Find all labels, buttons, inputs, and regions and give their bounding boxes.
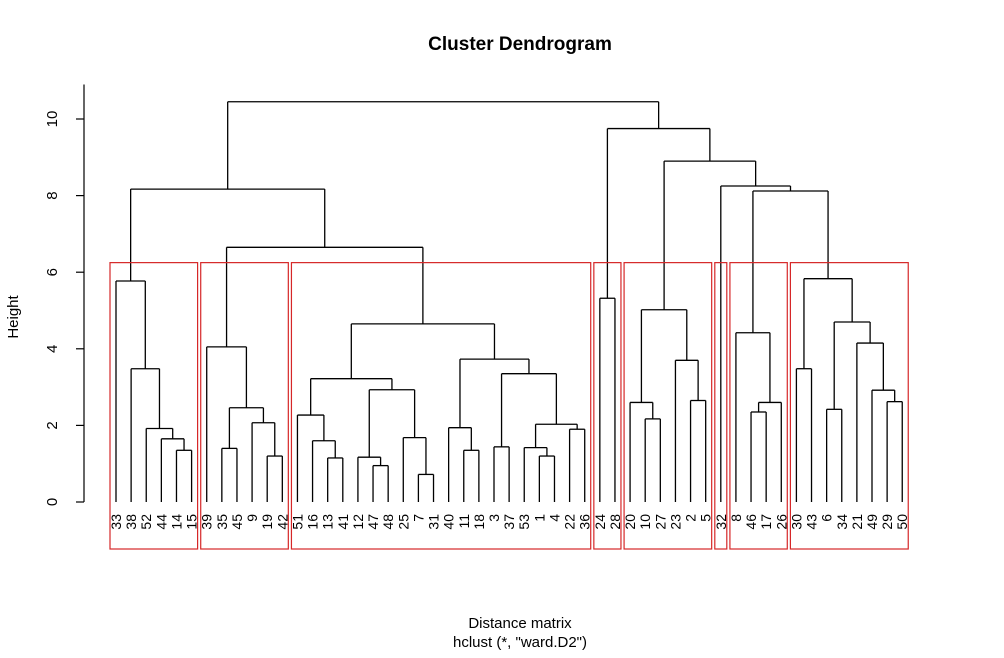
leaf-label: 17 <box>758 514 774 530</box>
leaf-label: 21 <box>849 514 865 530</box>
leaf-label: 3 <box>486 514 502 522</box>
leaf-label: 1 <box>531 514 547 522</box>
cluster-box <box>109 262 199 550</box>
leaf-label: 35 <box>214 514 230 530</box>
y-axis: 0 2 4 6 8 10 <box>44 84 85 506</box>
cluster-boxes <box>109 262 909 550</box>
leaf-label: 2 <box>683 514 699 522</box>
leaf-label: 46 <box>743 514 759 530</box>
leaf-label: 26 <box>773 514 789 530</box>
y-tick-label: 4 <box>44 345 61 353</box>
dendrogram-branches <box>115 101 903 502</box>
leaf-label: 6 <box>819 514 835 522</box>
leaf-label: 15 <box>184 514 200 530</box>
leaf-labels: 33 38 52 44 14 15 39 35 45 9 19 42 51 16 13 41 12 47 48 25 7… <box>108 514 910 530</box>
leaf-label: 27 <box>652 514 668 530</box>
leaf-label: 28 <box>607 514 623 530</box>
leaf-label: 31 <box>426 514 442 530</box>
leaf-label: 51 <box>289 514 305 530</box>
leaf-label: 39 <box>199 514 215 530</box>
y-tick-label: 10 <box>44 111 61 128</box>
leaf-label: 45 <box>229 514 245 530</box>
leaf-label: 42 <box>274 514 290 530</box>
cluster-box <box>290 262 592 550</box>
y-tick-label: 2 <box>44 421 61 429</box>
leaf-label: 41 <box>335 514 351 530</box>
cluster-box <box>729 262 788 550</box>
leaf-label: 25 <box>395 514 411 530</box>
leaf-label: 19 <box>259 514 275 530</box>
leaf-label: 32 <box>713 514 729 530</box>
leaf-label: 8 <box>728 514 744 522</box>
leaf-label: 10 <box>637 514 653 530</box>
leaf-label: 14 <box>168 514 184 530</box>
chart-title: Cluster Dendrogram <box>428 34 612 55</box>
leaf-label: 20 <box>622 514 638 530</box>
leaf-label: 43 <box>804 514 820 530</box>
leaf-label: 48 <box>380 514 396 530</box>
leaf-label: 23 <box>667 514 683 530</box>
cluster-box <box>714 262 728 550</box>
leaf-label: 37 <box>501 514 517 530</box>
y-tick-label: 0 <box>44 498 61 506</box>
cluster-box <box>200 262 289 550</box>
leaf-label: 13 <box>320 514 336 530</box>
leaf-label: 40 <box>441 514 457 530</box>
leaf-label: 9 <box>244 514 260 522</box>
leaf-label: 36 <box>577 514 593 530</box>
leaf-label: 38 <box>123 514 139 530</box>
leaf-label: 12 <box>350 514 366 530</box>
leaf-label: 5 <box>698 514 714 522</box>
y-tick-label: 6 <box>44 268 61 276</box>
leaf-label: 47 <box>365 514 381 530</box>
cluster-box <box>789 262 909 550</box>
y-axis-label: Height <box>5 294 22 338</box>
subtitle: hclust (*, "ward.D2") <box>453 634 587 651</box>
leaf-label: 18 <box>471 514 487 530</box>
leaf-label: 53 <box>516 514 532 530</box>
leaf-label: 16 <box>305 514 321 530</box>
leaf-label: 30 <box>788 514 804 530</box>
leaf-label: 50 <box>894 514 910 530</box>
leaf-label: 34 <box>834 514 850 530</box>
leaf-label: 49 <box>864 514 880 530</box>
cluster-box <box>593 262 622 550</box>
cluster-box <box>623 262 713 550</box>
leaf-label: 11 <box>456 514 472 529</box>
leaf-label: 29 <box>879 514 895 530</box>
leaf-label: 4 <box>546 514 562 522</box>
leaf-label: 33 <box>108 514 124 530</box>
leaf-label: 44 <box>153 514 169 530</box>
leaf-label: 24 <box>592 514 608 530</box>
leaf-label: 7 <box>410 514 426 522</box>
y-tick-label: 8 <box>44 191 61 199</box>
leaf-label: 52 <box>138 514 154 530</box>
x-axis-label: Distance matrix <box>468 615 572 632</box>
leaf-label: 22 <box>562 514 578 530</box>
